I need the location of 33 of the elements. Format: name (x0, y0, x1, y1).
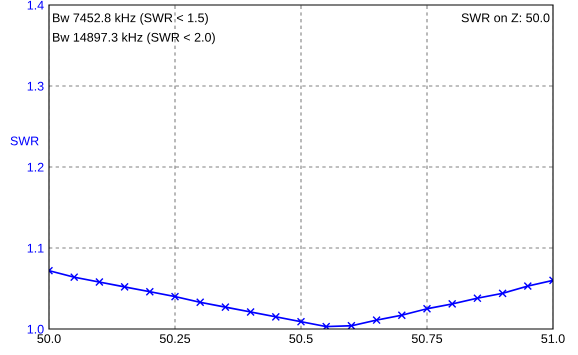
annotation: Bw 7452.8 kHz (SWR < 1.5) (53, 13, 208, 25)
point (272, 312, 280, 322)
y-tick-label: 1.1 (28, 244, 44, 253)
point (322, 322, 330, 329)
y-tick-label: 1.4 (28, 0, 44, 10)
point (498, 289, 507, 298)
annotation: Bw 14897.3 kHz (SWR < 2.0) (53, 32, 215, 44)
point (398, 311, 406, 320)
point (70, 272, 78, 282)
point (95, 278, 104, 286)
x-tick-label: 51.0 (541, 334, 565, 344)
point (170, 292, 180, 301)
point (246, 308, 255, 316)
point (473, 294, 482, 302)
point (524, 282, 532, 290)
point (422, 304, 432, 313)
annotation: SWR on Z: 50.0 (462, 13, 550, 22)
point (120, 282, 129, 292)
point (448, 300, 456, 308)
point (296, 318, 306, 326)
y-tick-label: 1.2 (28, 162, 44, 172)
point (347, 322, 356, 329)
x-tick-label: 50.0 (37, 334, 61, 344)
x-tick-label: 50.5 (289, 334, 313, 344)
point (372, 316, 381, 324)
x-tick-label: 50.25 (160, 334, 190, 344)
point (196, 298, 204, 306)
y-axis-title: SWR (10, 136, 39, 146)
y-tick-label: 1.0 (28, 324, 44, 334)
y-tick-label: 1.3 (28, 82, 44, 91)
x-tick-label: 50.75 (412, 334, 442, 344)
point (146, 288, 154, 296)
point (221, 302, 230, 312)
